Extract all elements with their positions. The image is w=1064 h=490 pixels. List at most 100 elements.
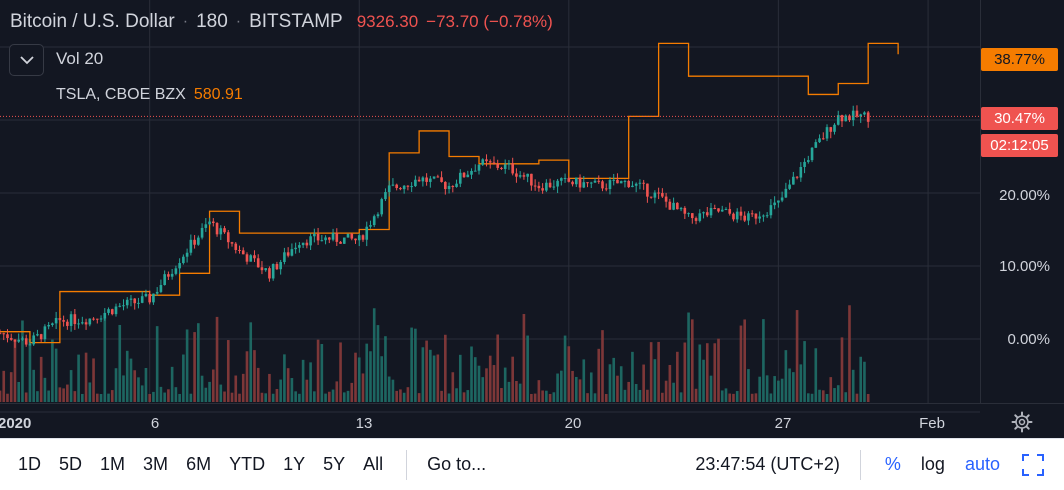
volume-bar [690,319,694,402]
candle-body [429,178,432,182]
volume-bar [511,356,514,402]
goto-date-button[interactable]: Go to... [427,454,487,474]
volume-bar [122,375,125,402]
volume-bar [821,390,825,402]
range-button-5y[interactable]: 5Y [323,454,346,474]
range-button-5d[interactable]: 5D [59,454,83,474]
volume-bar [578,379,582,402]
log-scale-toggle[interactable]: log [920,454,945,474]
volume-bar [84,352,88,402]
volume-bar [481,377,485,402]
volume-bar [354,352,357,402]
volume-bar [380,356,384,402]
volume-bar [541,390,544,402]
volume-bar [118,324,122,402]
candle-body [477,164,481,171]
candle-body [9,338,13,340]
price-axis[interactable]: 20.00% 10.00% 0.00% [980,0,1064,403]
volume-bar [350,382,354,402]
volume-bar [530,393,533,402]
candle-body [866,112,870,122]
volume-bar [522,314,526,402]
candle-body [462,172,466,178]
candle-body [279,262,282,270]
candle-body [256,258,260,268]
candle-body [211,221,215,224]
range-button-6m[interactable]: 6M [186,454,212,474]
volume-bar [836,385,840,402]
volume-bar [275,389,279,402]
volume-bar [286,368,290,402]
legend-collapse-button[interactable] [9,44,44,76]
candle-body [357,235,361,241]
volume-bar [548,393,552,402]
volume-bar [283,354,286,402]
candle-body [747,213,750,221]
volume-bar [833,388,836,402]
candle-body [743,215,747,221]
volume-bar [533,393,537,402]
candle-body [646,183,649,197]
legend-compare-value: 580.91 [193,86,243,103]
candle-body [6,334,9,339]
legend-compare[interactable]: TSLA, CBOE BZX 580.91 [56,86,243,104]
volume-bar [728,393,732,402]
candle-body [851,110,855,121]
volume-bar [32,369,35,402]
candle-body [488,161,492,163]
volume-bar [672,382,675,402]
range-button-3m[interactable]: 3M [143,454,169,474]
volume-bar [859,356,863,402]
range-button-1y[interactable]: 1Y [283,454,306,474]
timezone-clock[interactable]: 23:47:54 (UTC+2) [695,454,840,474]
candle-body [81,322,84,324]
range-button-1d[interactable]: 1D [18,454,42,474]
time-axis[interactable]: 2020 6 13 20 27 Feb [0,403,1064,438]
legend-volume[interactable]: Vol 20 [56,49,104,68]
price-axis-label: 0.00% [1007,331,1050,348]
chart-settings-button[interactable] [1008,408,1036,436]
volume-bar [62,388,65,402]
legend-separator-2: · [235,13,242,30]
candle-body [0,333,2,335]
legend-title[interactable]: Bitcoin / U.S. Dollar · 180 · BITSTAMP 9… [10,9,553,35]
range-button-1m[interactable]: 1M [100,454,126,474]
volume-bar [769,393,773,402]
volume-bar [627,381,630,402]
volume-bar [582,359,586,402]
candle-body [200,227,204,238]
volume-bar [863,361,866,402]
candle-body [77,323,80,325]
candle-body [28,344,32,346]
range-button-all[interactable]: All [363,454,384,474]
volume-bar [571,370,574,402]
candle-body [679,207,683,210]
fullscreen-button[interactable] [1018,450,1048,480]
candle-body [208,221,211,225]
volume-bar [215,316,219,402]
range-button-ytd[interactable]: YTD [229,454,266,474]
chart-area[interactable]: Bitcoin / U.S. Dollar · 180 · BITSTAMP 9… [0,0,1064,438]
volume-bar [47,390,50,402]
chart-canvas[interactable] [0,0,1064,438]
auto-scale-toggle[interactable]: auto [964,454,1000,474]
volume-bar [163,392,166,402]
volume-bar [21,320,24,402]
volume-bar [425,340,428,402]
candle-body [844,115,848,122]
volume-bar [36,391,39,402]
candle-body [795,176,799,178]
candle-body [840,115,844,122]
candle-body [649,196,653,198]
candle-body [230,242,234,244]
volume-bar [657,341,660,402]
candle-body [485,159,488,162]
percent-scale-toggle[interactable]: % [884,454,901,474]
candle-body [107,309,110,313]
candle-body [563,178,567,180]
bottom-toolbar: 1D 5D 1M 3M 6M YTD 1Y 5Y All Go to... 23… [0,438,1064,490]
candle-body [537,185,541,189]
candle-body [189,239,193,253]
candle-body [384,192,387,200]
candle-body [346,233,350,238]
